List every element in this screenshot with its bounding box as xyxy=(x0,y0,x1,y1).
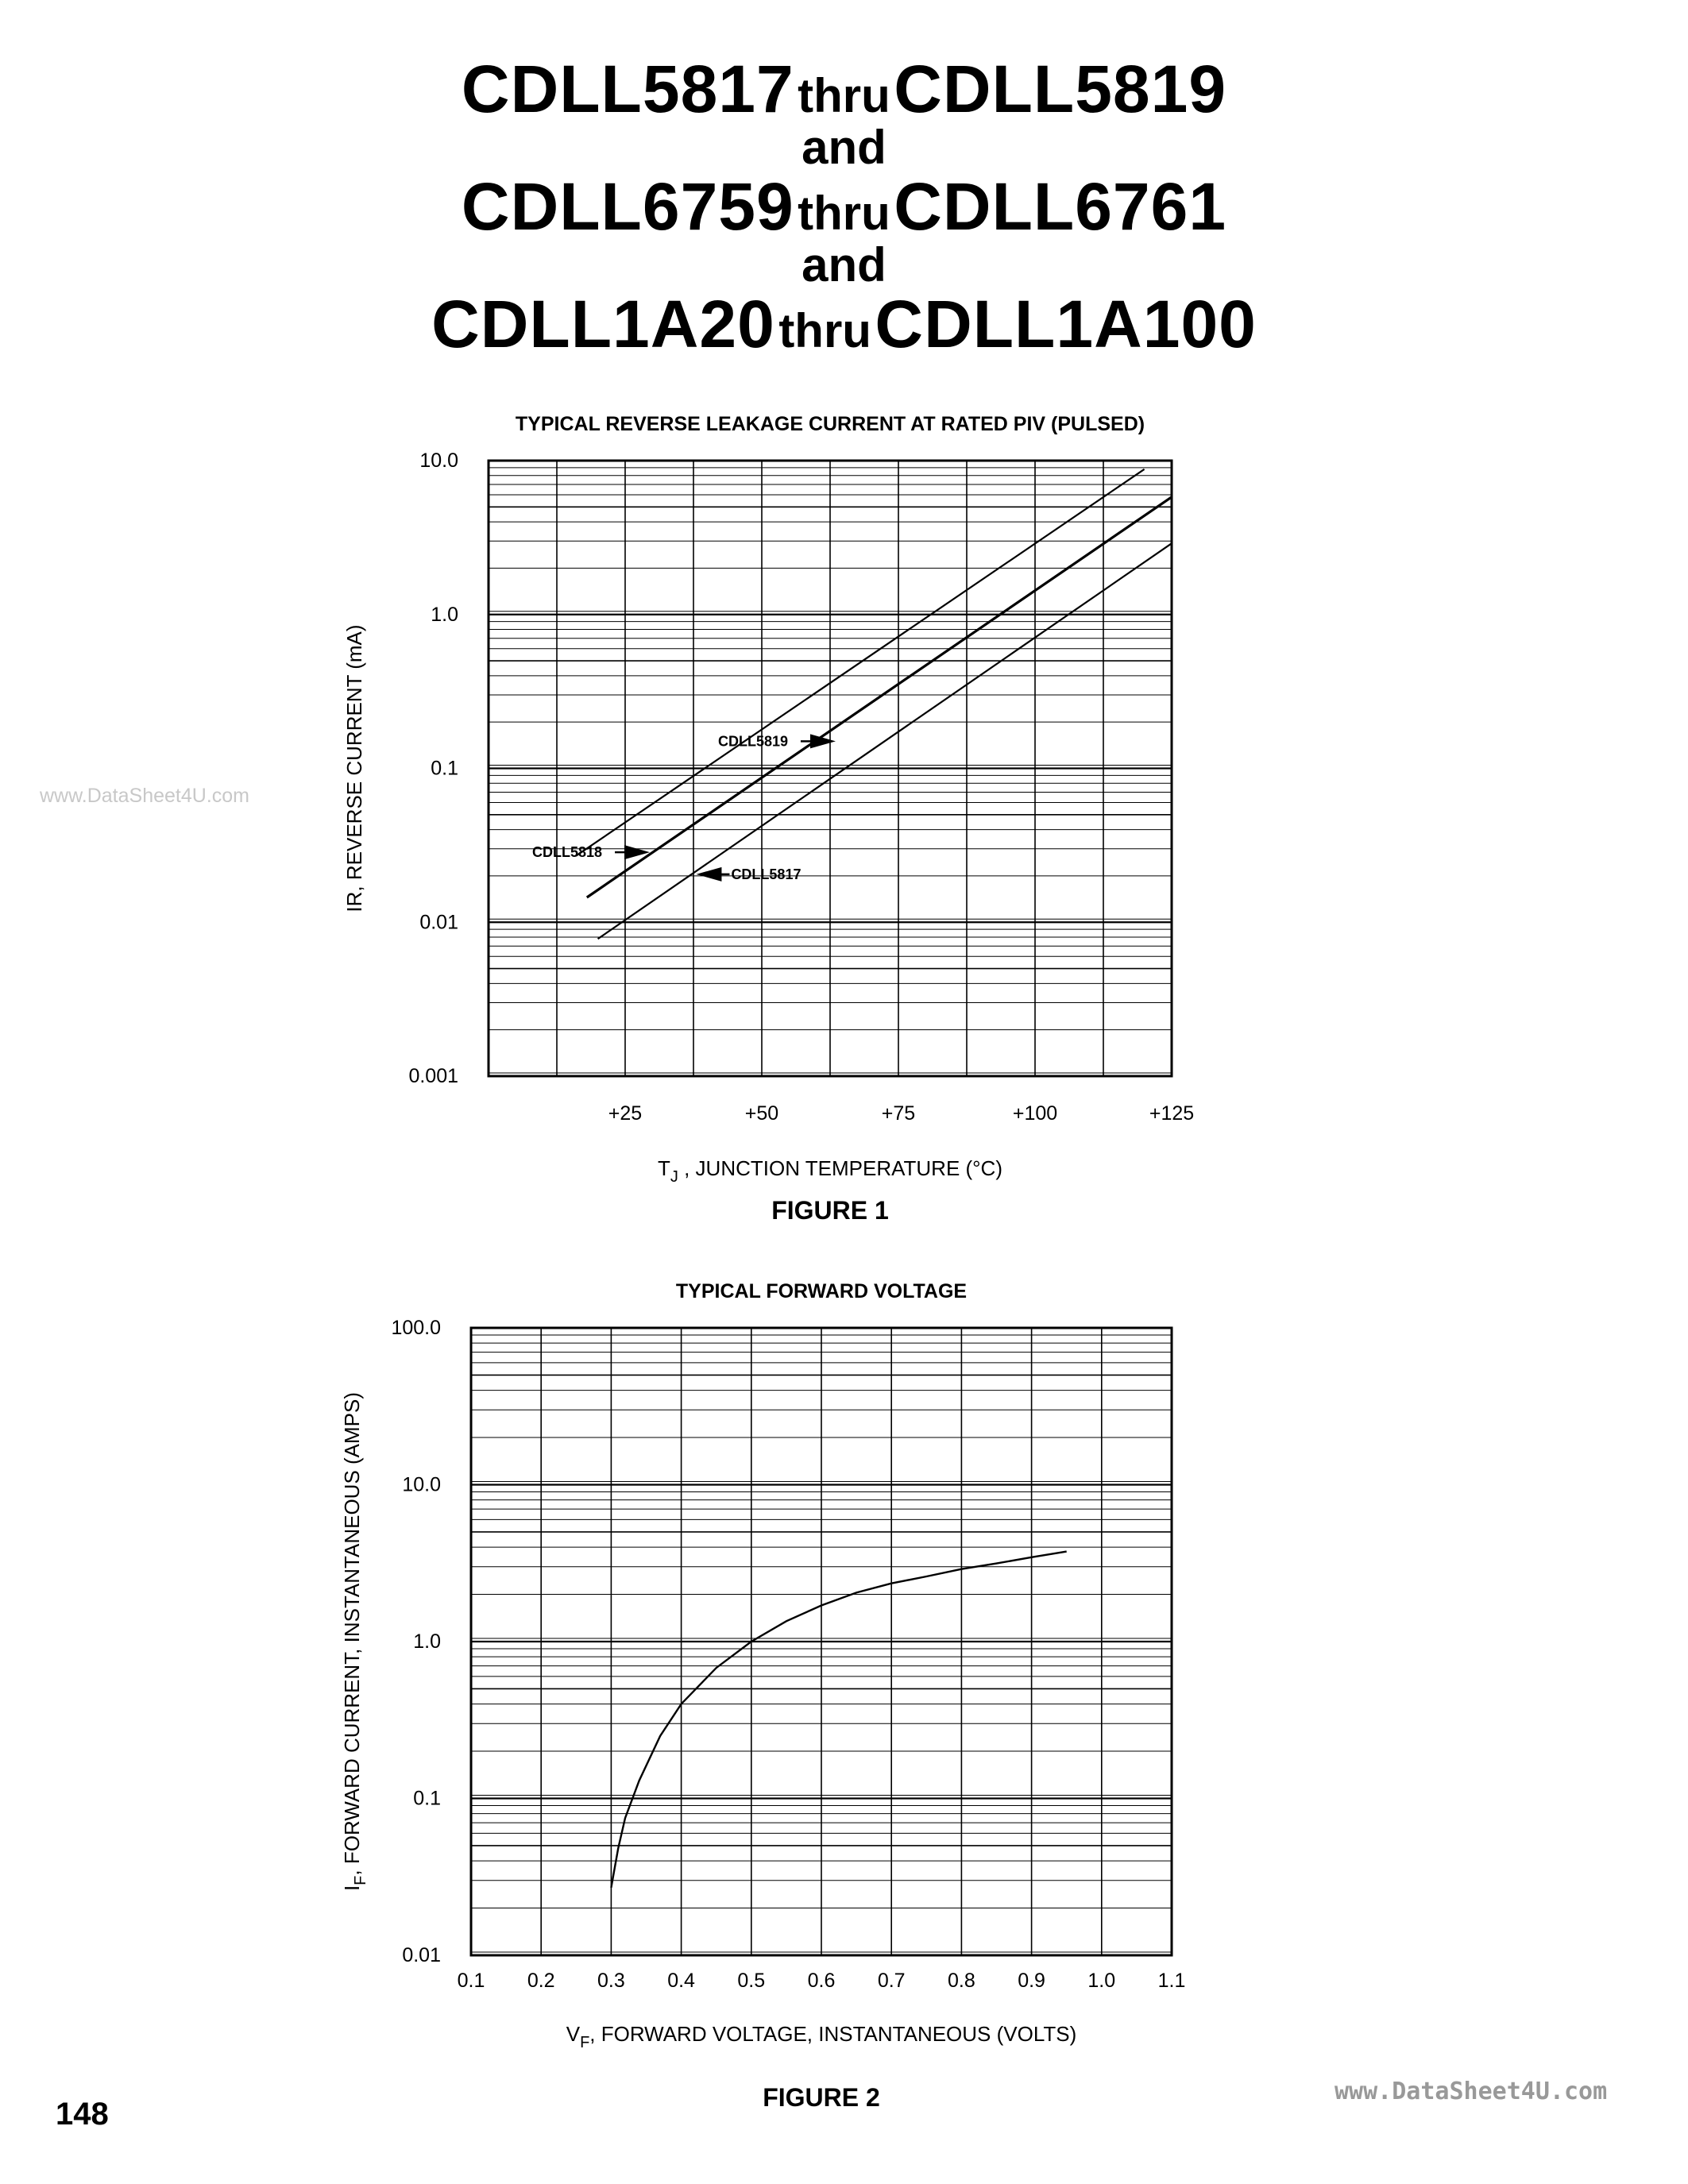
x-tick-label: +25 xyxy=(608,1102,642,1125)
y-tick-label: 0.001 xyxy=(408,1065,458,1087)
y-tick-label: 0.01 xyxy=(419,911,458,933)
y-tick-label: 0.1 xyxy=(413,1788,441,1810)
x-tick-label: 0.6 xyxy=(808,1970,836,1992)
x-axis-label-symbol: T xyxy=(658,1156,670,1180)
y-tick-label: 10.0 xyxy=(419,450,458,472)
figure-2-chart: TYPICAL FORWARD VOLTAGE 0.01 0.1 1.0 10.0 100… xyxy=(340,1280,1186,2112)
x-tick-label: +100 xyxy=(1013,1102,1057,1125)
plot-frame xyxy=(487,459,1173,1078)
x-tick-label: 0.9 xyxy=(1018,1970,1045,1992)
x-tick-label: +75 xyxy=(882,1102,915,1125)
y-axis-label-subscript: F xyxy=(352,1876,369,1885)
chart-title: TYPICAL REVERSE LEAKAGE CURRENT AT RATED… xyxy=(516,413,1145,435)
y-tick-label: 0.1 xyxy=(431,758,458,780)
x-tick-label: 0.2 xyxy=(527,1970,555,1992)
part-range-start: CDLL5817 xyxy=(461,52,794,126)
watermark-left: www.DataSheet4U.com xyxy=(40,785,250,807)
grid xyxy=(489,461,1172,1078)
series-line xyxy=(585,496,1172,899)
y-axis-label-symbol: I xyxy=(340,1885,364,1891)
x-axis-label-text: , FORWARD VOLTAGE, INSTANTANEOUS (VOLTS) xyxy=(589,2022,1076,2046)
part-range-start: CDLL6759 xyxy=(461,169,794,244)
x-axis-label-subscript: F xyxy=(580,2034,589,2051)
title-line-2: CDLL6759 thru CDLL6761 xyxy=(0,173,1688,240)
annotation-arrow-head xyxy=(624,845,651,860)
annotation: CDLL5819 xyxy=(718,733,836,749)
x-tick-label: 0.8 xyxy=(948,1970,975,1992)
x-axis-label: VF, FORWARD VOLTAGE, INSTANTANEOUS (VOLT… xyxy=(566,2022,1077,2051)
chart-title: TYPICAL FORWARD VOLTAGE xyxy=(676,1280,967,1302)
part-range-end: CDLL1A100 xyxy=(875,287,1257,361)
figure-label: FIGURE 1 xyxy=(771,1196,889,1225)
annotation-label: CDLL5819 xyxy=(718,733,788,749)
y-tick-label: 0.01 xyxy=(402,1944,441,1966)
datasheet-title: CDLL5817 thru CDLL5819 and CDLL6759 thru… xyxy=(0,56,1688,357)
x-tick-label: 0.3 xyxy=(597,1970,625,1992)
x-tick-label: 0.1 xyxy=(458,1970,485,1992)
annotation-arrow-head xyxy=(809,734,836,749)
page-number: 148 xyxy=(56,2097,109,2132)
annotation-arrow-head xyxy=(696,866,722,882)
figure-label: FIGURE 2 xyxy=(763,2083,880,2112)
title-line-3: CDLL1A20 thru CDLL1A100 xyxy=(0,291,1688,357)
thru-word: thru xyxy=(798,69,890,122)
x-axis-label-symbol: V xyxy=(566,2022,581,2046)
x-axis-label-subscript: J xyxy=(670,1168,678,1186)
title-line-1: CDLL5817 thru CDLL5819 xyxy=(0,56,1688,122)
x-tick-label: 0.4 xyxy=(667,1970,695,1992)
series-line xyxy=(610,1550,1067,1889)
annotation: CDLL5818 xyxy=(532,844,651,860)
thru-word: thru xyxy=(798,187,890,240)
y-axis-label-text: , FORWARD CURRENT, INSTANTANEOUS (AMPS) xyxy=(340,1392,364,1876)
x-tick-label: +50 xyxy=(745,1102,778,1125)
y-tick-label: 10.0 xyxy=(402,1474,441,1496)
y-axis-label: IF, FORWARD CURRENT, INSTANTANEOUS (AMPS… xyxy=(340,1392,369,1891)
annotation-label: CDLL5817 xyxy=(731,866,801,882)
part-range-start: CDLL1A20 xyxy=(431,287,775,361)
figure-1-chart: TYPICAL REVERSE LEAKAGE CURRENT AT RATED… xyxy=(342,413,1194,1225)
part-range-end: CDLL5819 xyxy=(894,52,1227,126)
x-tick-label: 1.0 xyxy=(1087,1970,1115,1992)
annotation-label: CDLL5818 xyxy=(532,844,602,860)
and-word: and xyxy=(802,238,886,291)
plot-frame xyxy=(469,1326,1173,1957)
y-tick-label: 100.0 xyxy=(391,1317,441,1339)
x-axis-label-text: , JUNCTION TEMPERATURE (°C) xyxy=(678,1156,1002,1180)
part-range-end: CDLL6761 xyxy=(894,169,1227,244)
annotation: CDLL5817 xyxy=(696,866,801,882)
x-tick-label: +125 xyxy=(1149,1102,1194,1125)
series-line xyxy=(597,542,1172,940)
grid xyxy=(471,1328,1172,1957)
and-word: and xyxy=(802,121,886,174)
x-tick-label: 0.7 xyxy=(878,1970,906,1992)
x-axis-label: TJ , JUNCTION TEMPERATURE (°C) xyxy=(658,1156,1002,1186)
y-tick-label: 1.0 xyxy=(431,604,458,626)
x-tick-label: 1.1 xyxy=(1158,1970,1186,1992)
y-axis-label: IR, REVERSE CURRENT (mA) xyxy=(342,624,366,912)
y-tick-label: 1.0 xyxy=(413,1630,441,1653)
watermark-right: www.DataSheet4U.com xyxy=(1335,2078,1608,2105)
series-line xyxy=(575,468,1145,857)
x-tick-label: 0.5 xyxy=(737,1970,765,1992)
thru-word: thru xyxy=(778,304,871,357)
